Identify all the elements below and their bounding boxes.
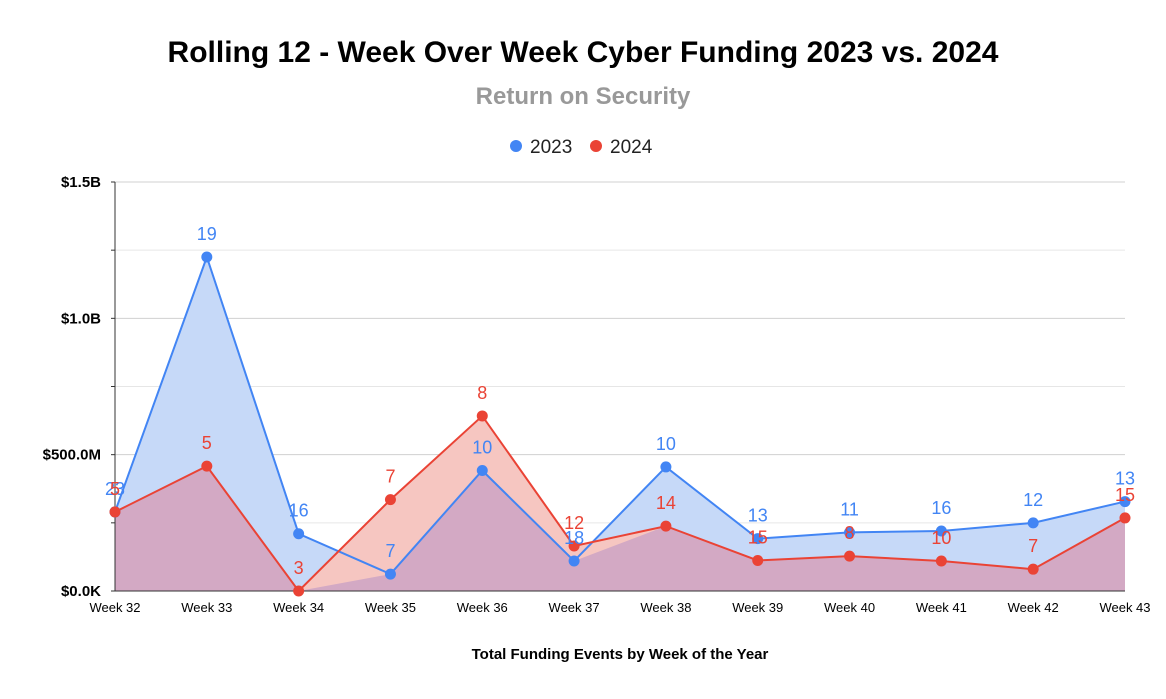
data-point-2024 xyxy=(844,550,856,562)
y-tick-label: $1.0B xyxy=(61,310,101,327)
data-label-2024: 10 xyxy=(931,528,951,548)
data-label-2023: 10 xyxy=(472,437,492,457)
data-point-2024 xyxy=(384,494,396,506)
data-point-2024 xyxy=(201,460,213,472)
series-lines xyxy=(114,253,1126,593)
data-label-2024: 15 xyxy=(1115,485,1135,505)
data-label-2023: 16 xyxy=(289,501,309,521)
area-overlap xyxy=(115,466,1125,591)
x-axis-ticks: Week 32 Week 33 Week 34 Week 35 Week 36 Week … xyxy=(89,600,1150,615)
x-tick-label: Week 41 xyxy=(916,600,967,615)
series-line-2023 xyxy=(114,253,1126,576)
data-label-2024: 3 xyxy=(294,558,304,578)
data-point-2023 xyxy=(660,461,672,473)
data-label-2023: 7 xyxy=(385,541,395,561)
x-tick-label: Week 39 xyxy=(732,600,783,615)
data-point-2024 xyxy=(109,506,121,518)
y-axis-ticks: $0.0K $500.0M $1.0B $1.5B xyxy=(43,174,102,600)
axes xyxy=(111,181,1125,592)
x-tick-label: Week 37 xyxy=(549,600,600,615)
data-label-2024: 8 xyxy=(845,523,855,543)
data-point-2024 xyxy=(935,555,947,567)
x-tick-label: Week 35 xyxy=(365,600,416,615)
gridlines xyxy=(115,181,1125,524)
data-label-2024: 5 xyxy=(110,479,120,499)
chart-title: Rolling 12 - Week Over Week Cyber Fundin… xyxy=(168,36,999,69)
data-label-2023: 23 xyxy=(105,479,125,499)
legend: 2023 2024 xyxy=(510,137,653,158)
data-points xyxy=(109,251,1131,597)
data-label-2024: 7 xyxy=(1028,536,1038,556)
legend-marker-2024 xyxy=(590,140,602,152)
data-label-2023: 16 xyxy=(931,498,951,518)
x-tick-label: Week 36 xyxy=(457,600,508,615)
x-tick-label: Week 34 xyxy=(273,600,324,615)
x-tick-label: Week 38 xyxy=(640,600,691,615)
data-point-2023 xyxy=(844,526,856,538)
data-label-2024: 12 xyxy=(564,513,584,533)
data-point-2023 xyxy=(752,533,764,545)
data-point-2023 xyxy=(935,525,947,537)
y-tick-label: $1.5B xyxy=(61,174,101,191)
data-point-2024 xyxy=(568,540,580,552)
data-label-2024: 5 xyxy=(202,433,212,453)
data-point-2024 xyxy=(293,585,305,597)
data-point-2024 xyxy=(1027,563,1039,575)
y-tick-label: $0.0K xyxy=(61,583,101,600)
series-line-2024 xyxy=(114,414,1126,593)
area-fills xyxy=(115,256,1125,591)
legend-label-2023: 2023 xyxy=(530,137,572,158)
data-point-2023 xyxy=(1027,517,1039,529)
data-point-2023 xyxy=(384,568,396,580)
data-label-2024: 7 xyxy=(385,467,395,487)
data-point-2023 xyxy=(476,464,488,476)
legend-marker-2023 xyxy=(510,140,522,152)
data-point-2024 xyxy=(476,410,488,422)
area-2024 xyxy=(115,415,1125,591)
data-label-2023: 13 xyxy=(748,506,768,526)
data-label-2024: 14 xyxy=(656,493,676,513)
data-point-2023 xyxy=(201,251,213,263)
data-label-2024: 8 xyxy=(477,383,487,403)
data-label-2023: 18 xyxy=(564,528,584,548)
y-tick-label: $500.0M xyxy=(43,447,101,464)
data-point-2023 xyxy=(293,528,305,540)
data-point-2023 xyxy=(568,555,580,567)
data-point-2024 xyxy=(660,520,672,532)
x-tick-label: Week 33 xyxy=(181,600,232,615)
data-point-2024 xyxy=(752,554,764,566)
x-axis-title: Total Funding Events by Week of the Year xyxy=(472,646,769,663)
legend-label-2024: 2024 xyxy=(610,137,653,158)
x-tick-label: Week 43 xyxy=(1099,600,1150,615)
data-label-2023: 10 xyxy=(656,434,676,454)
data-label-2023: 13 xyxy=(1115,469,1135,489)
data-label-2023: 12 xyxy=(1023,490,1043,510)
data-label-2023: 19 xyxy=(197,224,217,244)
x-tick-label: Week 40 xyxy=(824,600,875,615)
x-tick-label: Week 32 xyxy=(89,600,140,615)
data-labels: 23 19 16 7 10 18 10 13 11 16 12 13 5 5 3 7 8 12 14 15 8 10 7 15 xyxy=(105,224,1135,578)
data-label-2023: 11 xyxy=(840,499,859,519)
data-label-2024: 15 xyxy=(748,527,768,547)
chart-subtitle: Return on Security xyxy=(476,83,691,110)
x-tick-label: Week 42 xyxy=(1008,600,1059,615)
data-point-2024 xyxy=(1119,512,1131,524)
data-point-2023 xyxy=(1119,496,1131,508)
